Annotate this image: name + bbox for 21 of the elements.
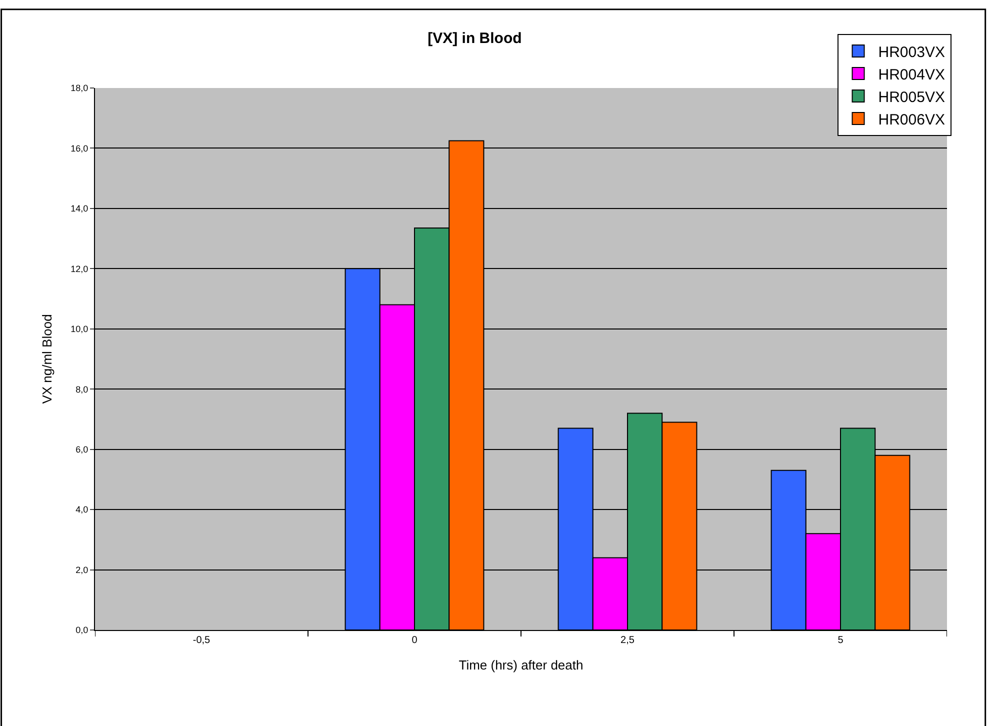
legend-label: HR006VX (878, 111, 945, 128)
y-tick-label: 14,0 (70, 204, 88, 214)
y-tick-label: 12,0 (70, 264, 88, 274)
x-tick-label: 2,5 (620, 635, 635, 646)
y-axis-title: VX ng/ml Blood (40, 314, 55, 404)
y-tick-label: 16,0 (70, 143, 88, 154)
legend-label: HR005VX (878, 88, 945, 106)
legend-label: HR003VX (878, 44, 945, 61)
x-tick-label: -0,5 (192, 635, 211, 646)
y-tick-label: 2,0 (76, 564, 88, 575)
y-tick-label: 10,0 (70, 324, 88, 334)
y-tick-label: 8,0 (76, 384, 88, 394)
y-tick-label: 6,0 (76, 444, 88, 454)
y-tick-label: 4,0 (76, 504, 88, 515)
chart-title: [VX] in Blood (428, 30, 522, 48)
legend-label: HR004VX (878, 66, 945, 84)
x-tick-label: 5 (838, 635, 844, 646)
x-axis-title: Time (hrs) after death (458, 658, 584, 673)
y-tick-label: 0,0 (76, 625, 88, 636)
x-tick-label: 0 (412, 635, 418, 646)
y-tick-label: 18,0 (70, 83, 88, 94)
